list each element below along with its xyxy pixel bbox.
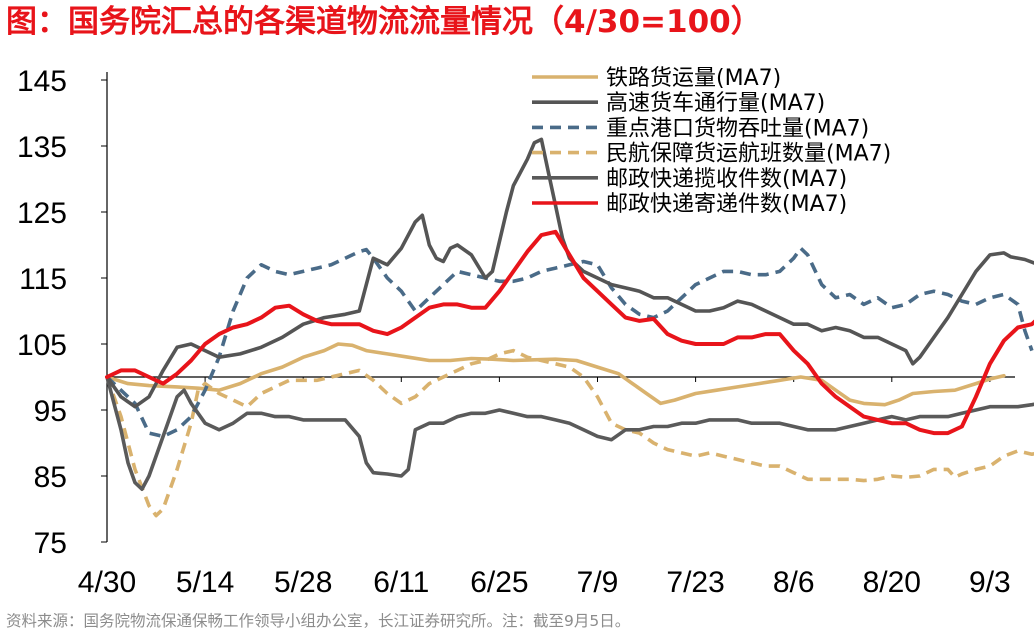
- y-axis: 75 85 95 105 115 125 135 145: [17, 65, 107, 560]
- x-tick-label: 5/28: [274, 566, 332, 599]
- legend-label: 邮政快递揽收件数(MA7): [606, 167, 847, 192]
- legend-label: 民航保障货运航班数量(MA7): [606, 142, 891, 167]
- series-line-4: [105, 348, 1034, 518]
- y-tick-label: 85: [34, 461, 67, 494]
- x-tick-label: 6/11: [373, 566, 429, 599]
- legend-label: 重点港口货物吞吐量(MA7): [606, 116, 869, 141]
- x-tick-label: 8/6: [773, 566, 815, 599]
- y-tick-label: 115: [19, 263, 67, 296]
- source-note: 资料来源：国务院物流保通保畅工作领导小组办公室，长江证券研究所。注：截至9月5日…: [6, 612, 631, 630]
- y-tick-label: 125: [17, 197, 67, 230]
- legend-label: 铁路货运量(MA7): [606, 66, 781, 91]
- x-tick-label: 7/9: [577, 566, 619, 599]
- series-lines: [105, 137, 1034, 518]
- x-tick-label: 8/20: [863, 566, 921, 599]
- x-tick-label: 5/14: [176, 566, 234, 599]
- x-tick-label: 4/30: [78, 566, 136, 599]
- x-tick-label: 7/23: [666, 566, 724, 599]
- series-line-2: [105, 137, 1034, 409]
- legend-label: 高速货车通行量(MA7): [606, 91, 825, 116]
- chart-title: 图：国务院汇总的各渠道物流流量情况（4/30=100）: [6, 4, 762, 40]
- series-line-1: [105, 342, 1006, 407]
- legend-label: 邮政快递寄递件数(MA7): [606, 192, 847, 217]
- y-tick-label: 135: [17, 131, 67, 164]
- series-line-3: [105, 246, 1034, 439]
- series-line-6: [105, 229, 1034, 436]
- x-tick-label: 9/3: [969, 566, 1011, 599]
- y-tick-label: 105: [17, 329, 67, 362]
- y-tick-label: 75: [34, 527, 67, 560]
- y-tick-label: 95: [34, 395, 67, 428]
- y-tick-label: 145: [17, 65, 67, 98]
- x-axis: 4/30 5/14 5/28 6/11 6/25 7/9 7/23 8/6 8/20 9/3: [78, 377, 1011, 599]
- series-line-5: [105, 375, 1034, 491]
- x-tick-label: 6/25: [470, 566, 528, 599]
- legend: 铁路货运量(MA7)高速货车通行量(MA7)重点港口货物吞吐量(MA7)民航保障…: [532, 66, 891, 217]
